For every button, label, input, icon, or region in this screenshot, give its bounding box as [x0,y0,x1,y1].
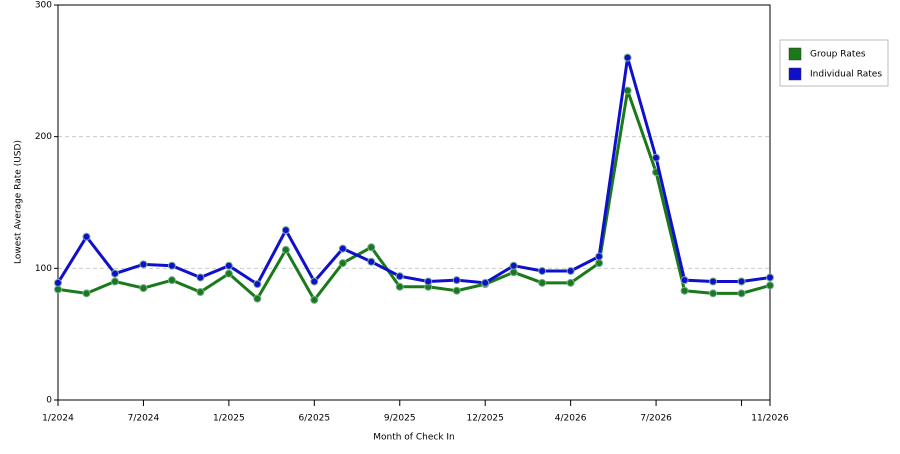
y-axis-label: Lowest Average Rate (USD) [14,140,24,264]
point [253,280,262,289]
point [139,284,148,293]
point [766,281,774,290]
point [110,269,119,278]
point [54,285,62,294]
point [82,289,91,298]
point [737,277,746,286]
point [709,289,718,298]
point [167,261,176,270]
point [623,86,632,95]
point [281,245,290,254]
x-tick-label: 9/2025 [384,414,416,424]
point [338,244,347,253]
point [196,288,205,297]
point [737,289,746,298]
point [281,226,290,235]
point [54,278,62,287]
point [424,277,433,286]
x-tick-label: 1/2024 [42,414,74,424]
point [481,278,490,287]
series-line [56,57,771,287]
point [224,261,233,270]
point [452,276,461,285]
point [395,272,404,281]
point [224,269,233,278]
point [509,261,518,270]
legend-label: Group Rates [810,50,866,60]
x-tick-label: 7/2024 [128,414,160,424]
point [452,286,461,295]
point [538,266,547,275]
y-tick-label: 300 [35,1,52,11]
point [566,278,575,287]
x-axis-label: Month of Check In [373,433,455,443]
point [652,153,661,162]
point [367,243,376,252]
point [566,266,575,275]
x-tick-label: 6/2025 [298,414,330,424]
y-tick-label: 0 [46,396,52,406]
point [196,273,205,282]
x-tick-label: 4/2026 [555,414,587,424]
point [167,276,176,285]
point [595,259,604,268]
point [139,260,148,269]
point [367,257,376,266]
point [310,295,319,304]
x-tick-label: 7/2026 [640,414,672,424]
series-line [57,90,771,303]
point [82,232,91,241]
point [766,273,774,282]
point [395,282,404,291]
point [595,252,604,261]
point [538,278,547,287]
legend-swatch [788,47,802,61]
point [680,286,689,295]
y-tick-label: 100 [35,264,52,274]
x-tick-label: 11/2026 [751,414,789,424]
y-tick-label: 200 [35,132,52,142]
legend-swatch [788,67,802,81]
point [253,294,262,303]
legend-label: Individual Rates [810,70,882,80]
point [680,276,689,285]
point [310,277,319,286]
point [338,259,347,268]
point [709,277,718,286]
x-tick-label: 1/2025 [213,414,245,424]
plot-frame [57,4,771,401]
point [509,268,518,277]
point [623,53,632,62]
point [110,277,119,286]
x-tick-label: 12/2025 [467,414,504,424]
